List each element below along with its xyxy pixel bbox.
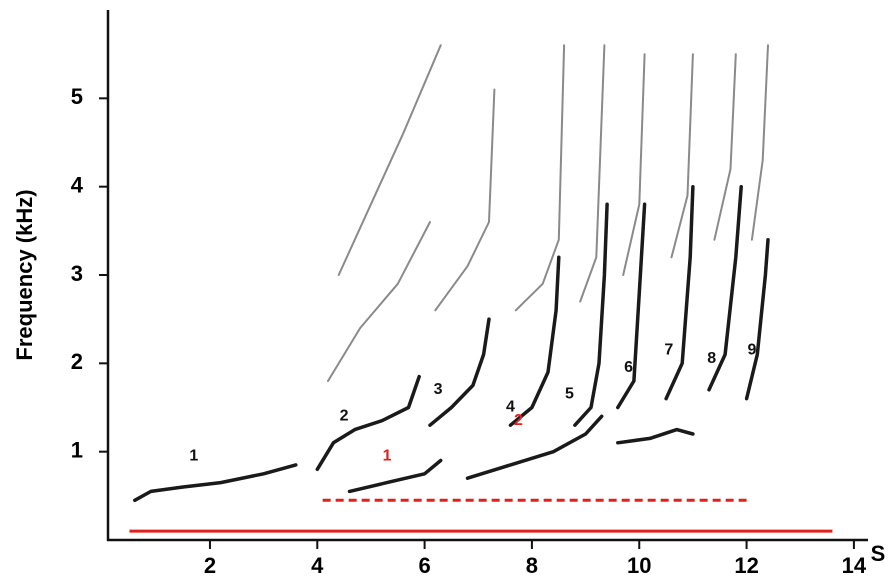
y-axis-label: Frequency (kHz) (12, 189, 37, 360)
x-tick-label: 10 (627, 553, 651, 578)
call-trace (508, 255, 561, 427)
x-tick-label: 14 (842, 553, 867, 578)
harmonic-trace (579, 44, 606, 303)
x-axis-label: S (871, 541, 886, 566)
call-label: 2 (514, 412, 523, 429)
y-tick-label: 1 (71, 437, 83, 462)
call-label: 4 (506, 399, 515, 416)
call-trace (315, 374, 421, 472)
call-label: 3 (434, 381, 443, 398)
call-label: 1 (189, 447, 198, 464)
call-trace (707, 184, 743, 392)
x-tick-label: 2 (204, 553, 216, 578)
harmonic-trace (337, 44, 442, 276)
call-label: 5 (565, 385, 574, 402)
harmonic-trace (713, 53, 737, 241)
harmonic-trace (750, 44, 769, 241)
call-trace (616, 202, 647, 410)
call-label: 8 (707, 350, 716, 367)
x-tick-label: 4 (311, 553, 324, 578)
x-tick-label: 8 (526, 553, 538, 578)
y-tick-label: 5 (71, 84, 83, 109)
harmonic-trace (670, 53, 694, 259)
y-tick-label: 3 (71, 261, 83, 286)
harmonic-trace (434, 88, 496, 312)
y-tick-label: 4 (71, 172, 84, 197)
call-trace (744, 237, 770, 401)
call-trace (664, 184, 695, 401)
harmonic-trace (327, 221, 431, 382)
call-trace (616, 427, 695, 445)
call-label: 9 (747, 341, 756, 358)
call-trace (347, 458, 443, 494)
call-trace (428, 317, 491, 427)
harmonic-trace (622, 53, 646, 276)
call-label: 1 (383, 447, 392, 464)
call-trace (573, 202, 609, 427)
x-tick-label: 6 (418, 553, 430, 578)
x-tick-label: 12 (734, 553, 758, 578)
call-trace (465, 414, 604, 480)
call-trace (133, 463, 298, 503)
y-tick-label: 2 (71, 349, 83, 374)
call-label: 2 (340, 408, 349, 425)
call-label: 6 (624, 359, 633, 376)
harmonic-trace (514, 44, 566, 312)
call-label: 7 (664, 341, 673, 358)
